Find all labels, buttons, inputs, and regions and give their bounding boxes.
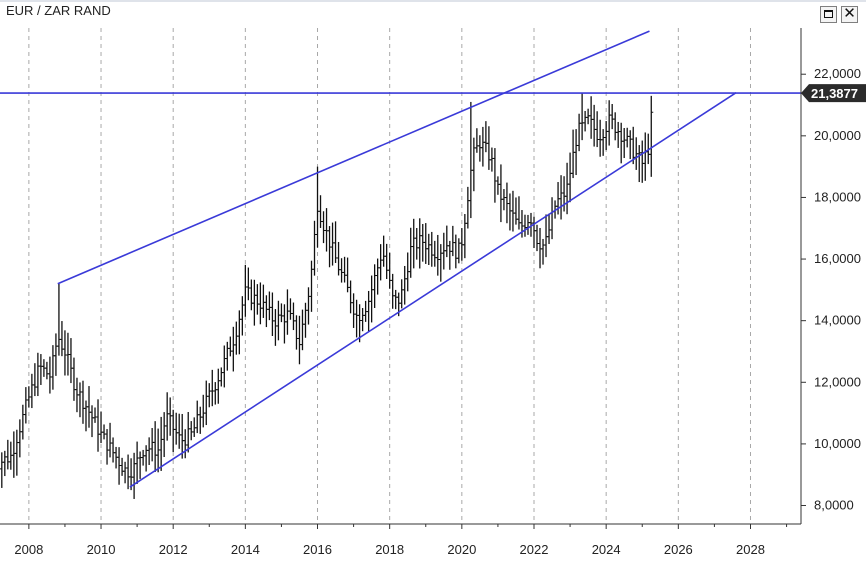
- y-tick-label-14,0000: 14,0000: [814, 313, 861, 328]
- x-tick-label-2026: 2026: [664, 542, 693, 557]
- x-tick-label-2014: 2014: [231, 542, 260, 557]
- y-tick-label-18,0000: 18,0000: [814, 189, 861, 204]
- upper-channel-line: [57, 30, 650, 285]
- chart-title: EUR / ZAR RAND: [6, 3, 111, 18]
- maximize-icon: [824, 10, 833, 18]
- price-tag-text: 21,3877: [811, 86, 858, 101]
- y-tick-label-16,0000: 16,0000: [814, 251, 861, 266]
- x-tick-label-2024: 2024: [592, 542, 621, 557]
- window-top-border: [0, 0, 866, 2]
- y-tick-label-22,0000: 22,0000: [814, 66, 861, 81]
- y-tick-label-10,0000: 10,0000: [814, 436, 861, 451]
- x-tick-label-2016: 2016: [303, 542, 332, 557]
- lower-channel-line: [129, 92, 737, 488]
- price-bars: [0, 92, 654, 499]
- y-tick-label-12,0000: 12,0000: [814, 374, 861, 389]
- x-tick-label-2018: 2018: [375, 542, 404, 557]
- trend-lines: [0, 30, 801, 488]
- x-tick-label-2022: 2022: [520, 542, 549, 557]
- x-tick-label-2010: 2010: [87, 542, 116, 557]
- x-tick-label-2028: 2028: [736, 542, 765, 557]
- close-icon: ✕: [843, 5, 856, 22]
- axes: 2008 2010 2012 2014 2016 2018 2020 2022 2024 2026…: [0, 28, 861, 557]
- price-tag: 21,3877: [801, 84, 866, 103]
- maximize-button[interactable]: [820, 6, 837, 23]
- close-button[interactable]: ✕: [841, 5, 858, 23]
- y-tick-label-20,0000: 20,0000: [814, 128, 861, 143]
- price-tag-box: [801, 84, 866, 103]
- y-tick-label-8,0000: 8,0000: [814, 498, 854, 513]
- x-tick-label-2012: 2012: [159, 542, 188, 557]
- x-tick-label-2008: 2008: [14, 542, 43, 557]
- x-tick-label-2020: 2020: [447, 542, 476, 557]
